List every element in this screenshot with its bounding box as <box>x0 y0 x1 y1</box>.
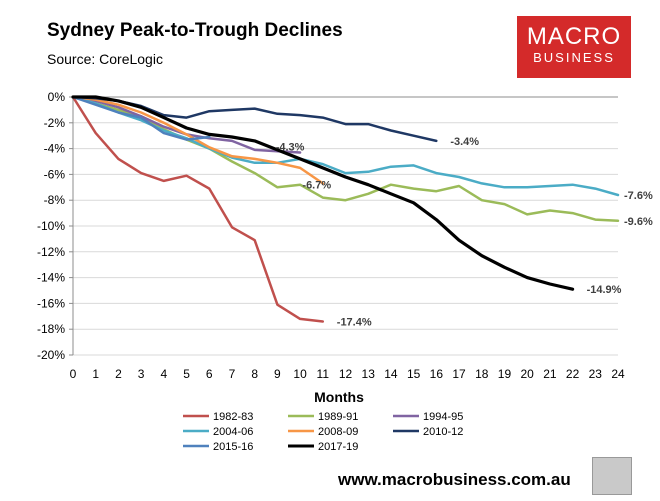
x-tick-label: 6 <box>206 367 213 381</box>
y-tick-label: 0% <box>48 90 66 104</box>
end-label-1994-95: -4.3% <box>276 141 305 153</box>
x-tick-label: 15 <box>407 367 421 381</box>
end-label-2008-09: -6.7% <box>302 179 331 191</box>
end-label-1989-91: -9.6% <box>624 216 653 228</box>
x-tick-label: 22 <box>566 367 580 381</box>
x-tick-label: 16 <box>430 367 444 381</box>
y-tick-label: -20% <box>37 348 65 362</box>
series-line-2004-06 <box>71 95 620 197</box>
end-label-2010-12: -3.4% <box>450 136 479 148</box>
x-tick-label: 12 <box>339 367 353 381</box>
macro-business-logo: MACRO BUSINESS <box>517 16 631 78</box>
x-tick-label: 11 <box>317 367 330 381</box>
legend-label-2015-16: 2015-16 <box>213 441 253 453</box>
x-axis-label: Months <box>314 389 364 405</box>
legend-label-1994-95: 1994-95 <box>423 411 463 423</box>
series-line-2017-19 <box>71 95 575 291</box>
series-line-2008-09 <box>71 95 325 185</box>
x-tick-label: 23 <box>589 367 603 381</box>
x-tick-label: 10 <box>293 367 307 381</box>
legend-label-1989-91: 1989-91 <box>318 411 358 423</box>
series-line-2015-16 <box>71 95 211 141</box>
x-tick-label: 7 <box>229 367 236 381</box>
footer-url[interactable]: www.macrobusiness.com.au <box>338 470 571 489</box>
x-tick-label: 2 <box>115 367 122 381</box>
chart-title: Sydney Peak-to-Trough Declines <box>47 20 343 41</box>
wolf-emblem-icon <box>592 457 632 495</box>
x-tick-label: 3 <box>138 367 145 381</box>
y-tick-label: -2% <box>44 116 66 130</box>
x-tick-label: 20 <box>520 367 534 381</box>
end-label-2004-06: -7.6% <box>624 190 653 202</box>
x-tick-label: 8 <box>251 367 258 381</box>
x-tick-label: 19 <box>498 367 512 381</box>
series-line-1982-83 <box>71 95 325 323</box>
tick-labels: 0% -2% -4% -6% -8% -10% -12% -14% -16% -18% -20% 0 1… <box>37 90 625 381</box>
legend-label-2008-09: 2008-09 <box>318 426 358 438</box>
y-tick-label: -10% <box>37 219 65 233</box>
y-tick-label: -12% <box>37 245 65 259</box>
x-tick-label: 21 <box>543 367 557 381</box>
y-tick-label: -8% <box>44 193 66 207</box>
legend-label-2017-19: 2017-19 <box>318 441 358 453</box>
x-tick-label: 24 <box>611 367 625 381</box>
chart-source: Source: CoreLogic <box>47 51 163 67</box>
x-tick-label: 5 <box>183 367 190 381</box>
legend-label-2010-12: 2010-12 <box>423 426 463 438</box>
logo-line-1: MACRO <box>526 23 622 50</box>
x-tick-label: 0 <box>70 367 77 381</box>
legend-label-1982-83: 1982-83 <box>213 411 253 423</box>
x-tick-label: 17 <box>452 367 466 381</box>
y-tick-label: -16% <box>37 296 65 310</box>
end-label-1982-83: -17.4% <box>337 316 372 328</box>
legend-label-2004-06: 2004-06 <box>213 426 253 438</box>
x-tick-label: 18 <box>475 367 489 381</box>
y-tick-label: -14% <box>37 271 65 285</box>
series-line-1989-91 <box>71 95 620 223</box>
x-tick-label: 9 <box>274 367 281 381</box>
x-tick-label: 13 <box>362 367 376 381</box>
axes <box>69 96 618 356</box>
y-tick-label: -4% <box>44 142 66 156</box>
end-labels: -17.4% -9.6% -4.3% -7.6% -6.7% -3.4% -14.9% <box>276 136 653 329</box>
end-label-2017-19: -14.9% <box>587 284 622 296</box>
x-tick-label: 4 <box>160 367 167 381</box>
series-lines <box>71 95 620 323</box>
y-tick-label: -6% <box>44 167 66 181</box>
y-tick-label: -18% <box>37 322 65 336</box>
logo-line-2: BUSINESS <box>533 50 615 65</box>
x-tick-label: 14 <box>384 367 398 381</box>
x-tick-label: 1 <box>92 367 99 381</box>
legend: 1982-83 1989-91 1994-95 2004-06 2008-09 2010-… <box>183 411 463 453</box>
